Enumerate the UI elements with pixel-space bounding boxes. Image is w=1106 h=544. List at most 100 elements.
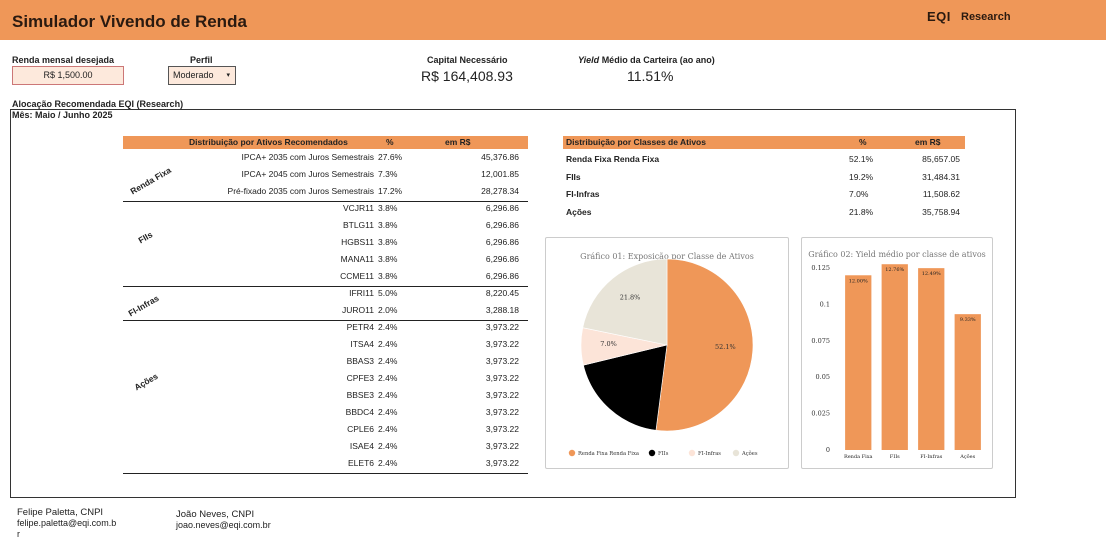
author-a-email[interactable]: felipe.paletta@eqi.com.b xyxy=(17,518,117,528)
asset-name: CCME11 xyxy=(340,271,374,281)
legend-swatch xyxy=(568,449,576,457)
pie-data-label: 21.8% xyxy=(620,294,641,302)
pie-chart-card: Gráfico 01: Exposição por Classe de Ativ… xyxy=(545,237,789,469)
asset-name: IPCA+ 2035 com Juros Semestrais xyxy=(241,152,374,162)
asset-brl: 3,973.22 xyxy=(485,407,519,417)
asset-brl: 3,288.18 xyxy=(485,305,519,315)
author-b: João Neves, CNPI joao.neves@eqi.com.br xyxy=(176,509,271,531)
y-tick-label: 0 xyxy=(826,446,830,454)
asset-brl: 12,001.85 xyxy=(481,169,519,179)
renda-label: Renda mensal desejada xyxy=(12,55,115,65)
asset-pct: 3.8% xyxy=(378,237,398,247)
class-name: FIIs xyxy=(566,171,581,182)
bar-chart: 0.125 0.1 0.075 0.05 0.025 0 12.00% Renda Fixa 1… xyxy=(811,264,981,460)
asset-name: ISAE4 xyxy=(349,441,374,451)
class-name: FI-Infras xyxy=(566,189,600,199)
asset-name: JURO11 xyxy=(342,305,374,315)
author-a-name: Felipe Paletta, CNPI xyxy=(17,507,104,518)
asset-brl: 6,296.86 xyxy=(485,203,519,213)
asset-name: Pré-fixado 2035 com Juros Semestrais xyxy=(227,186,374,196)
bar-data-label: 9.33% xyxy=(960,317,976,323)
legend-swatch xyxy=(648,449,656,457)
asset-brl: 3,973.22 xyxy=(485,356,519,366)
asset-brl: 6,296.86 xyxy=(485,220,519,230)
class-header-brl: em R$ xyxy=(915,136,941,149)
header-bar xyxy=(0,0,1106,40)
class-brl: 11,508.62 xyxy=(922,189,960,199)
section-title: Alocação Recomendada EQI (Research) xyxy=(12,99,184,109)
bar-data-label: 12.00% xyxy=(849,278,868,284)
asset-pct: 2.4% xyxy=(378,373,398,383)
bar-chart-card: Gráfico 02: Yield médio por classe de at… xyxy=(801,237,993,469)
pie-data-label: 7.0% xyxy=(600,340,617,348)
group-divider xyxy=(123,319,528,321)
legend-label: FIIs xyxy=(658,451,669,457)
y-tick-label: 0.125 xyxy=(811,264,830,272)
yield-label-em: Yield xyxy=(578,55,600,65)
assets-header-brl: em R$ xyxy=(445,136,471,149)
bar-data-label: 12.49% xyxy=(922,271,941,277)
asset-brl: 3,973.22 xyxy=(485,441,519,451)
legend-label: Renda Fixa Renda Fixa xyxy=(578,451,639,457)
author-a-email-wrap: r xyxy=(17,529,20,539)
asset-name: ELET6 xyxy=(348,458,374,468)
bar xyxy=(954,314,981,450)
brand-subtitle: Research xyxy=(961,11,1011,23)
asset-brl: 28,278.34 xyxy=(481,186,519,196)
pie-chart-title: Gráfico 01: Exposição por Classe de Ativ… xyxy=(580,252,754,261)
asset-pct: 17.2% xyxy=(378,186,403,196)
asset-pct: 2.4% xyxy=(378,356,398,366)
class-pct: 7.0% xyxy=(849,189,869,199)
perfil-select[interactable]: Moderado ▾ xyxy=(168,66,236,85)
renda-input[interactable]: R$ 1,500.00 xyxy=(12,66,124,85)
asset-pct: 3.8% xyxy=(378,254,398,264)
asset-brl: 45,376.86 xyxy=(481,152,519,162)
asset-brl: 8,220.45 xyxy=(485,288,519,298)
asset-name: IFRI11 xyxy=(349,288,374,298)
asset-brl: 3,973.22 xyxy=(485,458,519,468)
legend-label: Ações xyxy=(741,450,758,457)
asset-name: BBDC4 xyxy=(345,407,374,417)
group-divider xyxy=(123,200,528,202)
class-header-pct: % xyxy=(859,136,867,149)
group-divider xyxy=(123,472,528,474)
yield-label: Yield Médio da Carteira (ao ano) xyxy=(578,55,715,65)
y-tick-label: 0.025 xyxy=(811,410,830,418)
author-b-name: João Neves, CNPI xyxy=(176,509,255,520)
asset-name: BBSE3 xyxy=(346,390,374,400)
asset-name: CPFE3 xyxy=(346,373,374,383)
x-tick-label: FIIs xyxy=(890,454,900,460)
x-tick-label: FI-Infras xyxy=(920,454,943,460)
pie-slice xyxy=(655,258,754,432)
pie-slice xyxy=(583,344,668,431)
app-title: Simulador Vivendo de Renda xyxy=(12,12,247,31)
class-pct: 21.8% xyxy=(849,206,874,217)
class-brl: 31,484.31 xyxy=(922,171,960,182)
asset-brl: 3,973.22 xyxy=(485,373,519,383)
legend-swatch xyxy=(732,449,740,457)
class-brl: 35,758.94 xyxy=(922,206,960,217)
asset-pct: 3.8% xyxy=(378,203,398,213)
brand-logo: EQI xyxy=(927,9,951,24)
bar xyxy=(918,268,945,450)
asset-pct: 2.4% xyxy=(378,441,398,451)
asset-name: BBAS3 xyxy=(346,356,374,366)
class-name: Ações xyxy=(566,206,592,217)
asset-pct: 3.8% xyxy=(378,220,398,230)
asset-pct: 2.4% xyxy=(378,407,398,417)
asset-brl: 6,296.86 xyxy=(485,254,519,264)
author-b-email[interactable]: joao.neves@eqi.com.br xyxy=(176,520,271,530)
class-brl: 85,657.05 xyxy=(922,154,960,164)
asset-name: CPLE6 xyxy=(347,424,374,434)
y-tick-label: 0.1 xyxy=(820,300,830,308)
asset-pct: 5.0% xyxy=(378,288,398,298)
asset-pct: 2.4% xyxy=(378,322,398,332)
asset-name: HGBS11 xyxy=(341,237,374,247)
x-tick-label: Ações xyxy=(959,453,975,460)
asset-brl: 3,973.22 xyxy=(485,424,519,434)
asset-pct: 27.6% xyxy=(378,152,403,162)
asset-brl: 6,296.86 xyxy=(485,237,519,247)
author-a: Felipe Paletta, CNPI felipe.paletta@eqi.… xyxy=(17,507,116,540)
y-tick-label: 0.075 xyxy=(811,337,830,345)
yield-label-rest: Médio da Carteira (ao ano) xyxy=(599,55,715,65)
